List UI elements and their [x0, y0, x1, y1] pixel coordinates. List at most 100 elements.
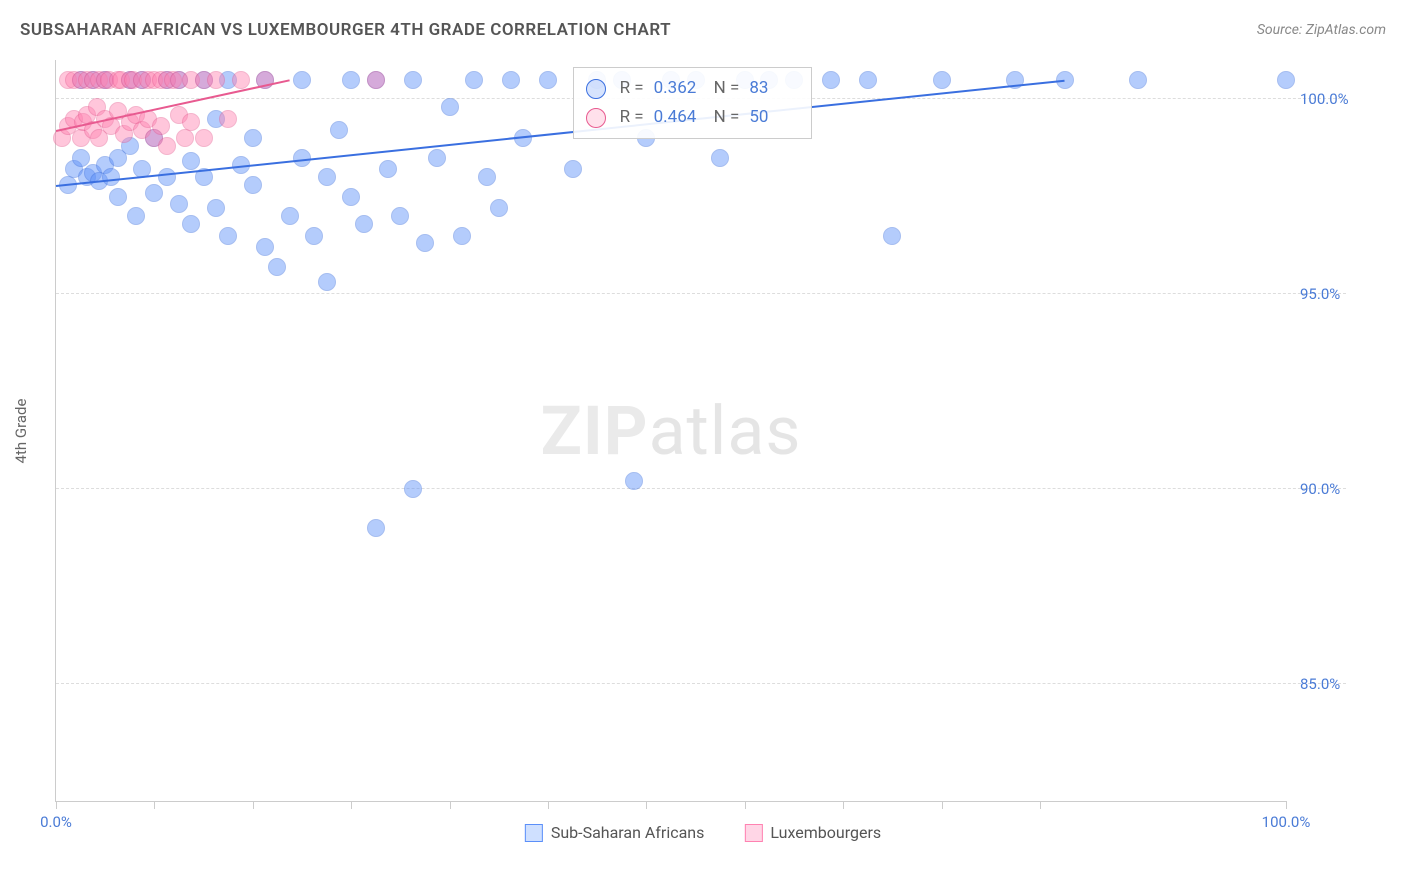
xtick [253, 801, 254, 809]
chart-container: SUBSAHARAN AFRICAN VS LUXEMBOURGER 4TH G… [0, 0, 1406, 892]
n-label: N = [714, 74, 740, 103]
data-point [539, 71, 557, 89]
gridline [56, 683, 1346, 684]
xtick-label: 0.0% [40, 813, 72, 831]
data-point [822, 71, 840, 89]
stats-row: R =0.464N =50 [586, 103, 800, 132]
data-point [478, 168, 496, 186]
data-point [281, 207, 299, 225]
data-point [158, 137, 176, 155]
data-point [502, 71, 520, 89]
data-point [182, 113, 200, 131]
xtick [548, 801, 549, 809]
source-label: Source: ZipAtlas.com [1257, 22, 1386, 38]
data-point [170, 195, 188, 213]
xtick [56, 801, 57, 809]
data-point [293, 149, 311, 167]
legend-label: Luxembourgers [770, 823, 881, 842]
data-point [268, 258, 286, 276]
data-point [465, 71, 483, 89]
stats-row: R = 0.362 N = 83 [586, 74, 800, 103]
xtick [351, 801, 352, 809]
ytick-label: 90.0% [1300, 480, 1360, 498]
data-point [109, 188, 127, 206]
legend-label: Sub-Saharan Africans [551, 823, 705, 842]
data-point [244, 176, 262, 194]
data-point [883, 227, 901, 245]
data-point [195, 129, 213, 147]
legend-swatch-icon [744, 824, 762, 842]
series-swatch-icon [586, 79, 606, 99]
data-point [207, 71, 225, 89]
data-point [428, 149, 446, 167]
data-point [859, 71, 877, 89]
data-point [219, 227, 237, 245]
legend: Sub-Saharan Africans Luxembourgers [525, 823, 881, 842]
r-label: R = [620, 74, 644, 103]
data-point [711, 149, 729, 167]
data-point [102, 168, 120, 186]
data-point [379, 160, 397, 178]
plot-area-wrap: 4th Grade ZIPatlas 85.0%90.0%95.0%100.0%… [55, 60, 1286, 802]
data-point [330, 121, 348, 139]
data-point [256, 238, 274, 256]
data-point [342, 71, 360, 89]
data-point [293, 71, 311, 89]
xtick [843, 801, 844, 809]
xtick [1286, 801, 1287, 809]
data-point [453, 227, 471, 245]
gridline [56, 488, 1346, 489]
y-axis-label: 4th Grade [12, 398, 30, 463]
data-point [391, 207, 409, 225]
n-value: 50 [749, 103, 799, 132]
legend-item-luxembourger: Luxembourgers [744, 823, 881, 842]
chart-title: SUBSAHARAN AFRICAN VS LUXEMBOURGER 4TH G… [20, 20, 671, 40]
legend-swatch-icon [525, 824, 543, 842]
data-point [182, 215, 200, 233]
data-point [318, 168, 336, 186]
data-point [305, 227, 323, 245]
data-point [490, 199, 508, 217]
data-point [145, 184, 163, 202]
r-value: 0.464 [654, 103, 704, 132]
data-point [182, 152, 200, 170]
ytick-label: 85.0% [1300, 675, 1360, 693]
data-point [232, 71, 250, 89]
n-label: N = [714, 103, 740, 132]
n-value: 83 [749, 74, 799, 103]
data-point [207, 199, 225, 217]
gridline [56, 293, 1346, 294]
data-point [441, 98, 459, 116]
watermark: ZIPatlas [541, 391, 802, 471]
data-point [355, 215, 373, 233]
data-point [342, 188, 360, 206]
data-point [404, 71, 422, 89]
xtick [1040, 801, 1041, 809]
data-point [564, 160, 582, 178]
xtick [450, 801, 451, 809]
watermark-rest: atlas [649, 391, 802, 471]
data-point [404, 480, 422, 498]
data-point [158, 168, 176, 186]
data-point [176, 129, 194, 147]
data-point [1277, 71, 1295, 89]
data-point [127, 207, 145, 225]
r-value: 0.362 [654, 74, 704, 103]
xtick [745, 801, 746, 809]
xtick [154, 801, 155, 809]
data-point [219, 110, 237, 128]
data-point [1129, 71, 1147, 89]
data-point [367, 71, 385, 89]
xtick [942, 801, 943, 809]
ytick-label: 95.0% [1300, 285, 1360, 303]
header: SUBSAHARAN AFRICAN VS LUXEMBOURGER 4TH G… [0, 0, 1406, 50]
data-point [367, 519, 385, 537]
watermark-bold: ZIP [541, 391, 649, 471]
data-point [152, 117, 170, 135]
data-point [625, 472, 643, 490]
stats-box: R = 0.362 N = 83R = 0.464 N = 50 [573, 67, 813, 139]
data-point [244, 129, 262, 147]
data-point [318, 273, 336, 291]
data-point [72, 149, 90, 167]
xtick-label: 100.0% [1262, 813, 1311, 831]
